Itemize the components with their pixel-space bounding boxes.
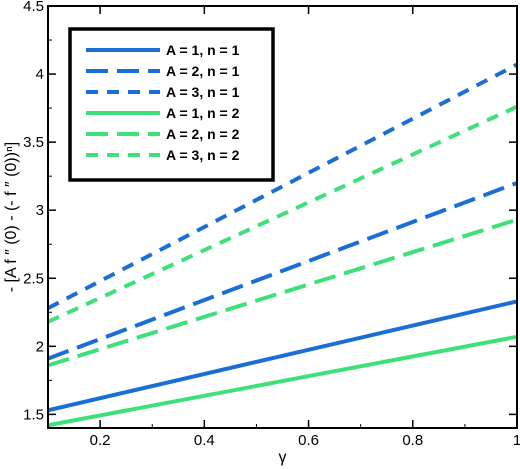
series-line-3 bbox=[47, 62, 518, 310]
plot-frame bbox=[47, 5, 518, 429]
legend-label-6: A = 3, n = 2 bbox=[166, 147, 240, 163]
series-line-1 bbox=[47, 299, 518, 413]
x-tick-label: 1 bbox=[513, 432, 520, 449]
series-line-5 bbox=[47, 217, 518, 368]
y-tick-label: 2 bbox=[36, 338, 44, 355]
y-tick-label: 1.5 bbox=[23, 406, 44, 423]
series-layer bbox=[47, 62, 518, 428]
legend: A = 1, n = 1 A = 2, n = 1 A = 3, n = 1 A = … bbox=[68, 27, 275, 182]
x-axis-label: γ bbox=[279, 449, 287, 466]
y-tick-label: 3 bbox=[36, 202, 44, 219]
y-tick-label: 3.5 bbox=[23, 134, 44, 151]
legend-box bbox=[68, 27, 275, 182]
y-tick-label: 4 bbox=[36, 66, 44, 83]
series-line-6 bbox=[47, 104, 518, 324]
y-axis-label: - [A f ″ (0) - (- f ″ (0))ⁿ] bbox=[3, 142, 20, 293]
series-line-4 bbox=[47, 334, 518, 428]
y-tick-label: 4.5 bbox=[23, 0, 44, 15]
series-line-2 bbox=[47, 181, 518, 361]
legend-label-4: A = 1, n = 2 bbox=[166, 105, 240, 121]
ticks-layer: 0.2 0.4 0.6 0.8 1 1.5 2 2.5 3 3.5 4 4.5 bbox=[23, 0, 520, 449]
legend-label-2: A = 2, n = 1 bbox=[166, 63, 240, 79]
legend-label-5: A = 2, n = 2 bbox=[166, 126, 240, 142]
y-tick-label: 2.5 bbox=[23, 270, 44, 287]
x-tick-label: 0.8 bbox=[402, 432, 423, 449]
legend-label-1: A = 1, n = 1 bbox=[166, 42, 240, 58]
x-tick-label: 0.4 bbox=[194, 432, 215, 449]
legend-label-3: A = 3, n = 1 bbox=[166, 84, 240, 100]
x-tick-label: 0.2 bbox=[90, 432, 111, 449]
x-tick-label: 0.6 bbox=[298, 432, 319, 449]
